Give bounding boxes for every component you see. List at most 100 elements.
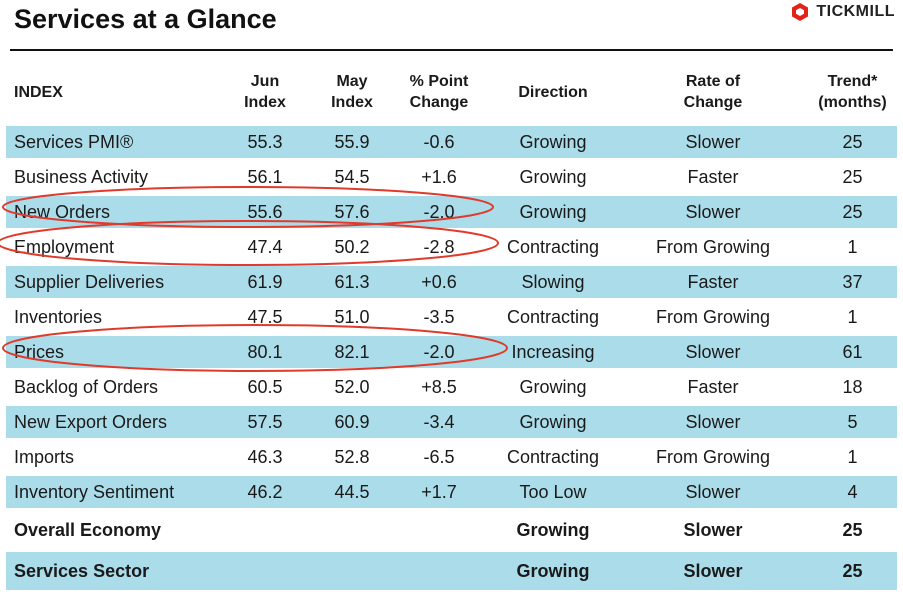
cell-jun: 61.9 (216, 266, 314, 298)
cell-may: 44.5 (314, 476, 390, 508)
cell-trend: 4 (808, 476, 897, 508)
table-row: Prices 80.1 82.1 -2.0 Increasing Slower 61 (6, 336, 897, 368)
cell-jun: 55.3 (216, 126, 314, 158)
cell-rate: Slower (618, 552, 808, 590)
cell-index: Services PMI® (6, 126, 216, 158)
cell-trend: 5 (808, 406, 897, 438)
cell-trend: 37 (808, 266, 897, 298)
cell-index: Inventories (14, 306, 103, 327)
cell-change (390, 552, 488, 590)
cell-jun: 46.2 (216, 476, 314, 508)
cell-change: -2.8 (423, 236, 455, 257)
page-title: Services at a Glance (14, 4, 277, 34)
cell-trend: 25 (808, 196, 897, 228)
cell-rate: Slower (618, 126, 808, 158)
cell-rate: Slower (618, 476, 808, 508)
cell-may: 52.8 (334, 446, 370, 467)
cell-rate: Faster (618, 266, 808, 298)
cell-direction: Contracting (506, 236, 600, 257)
cell-may: 54.5 (334, 166, 370, 187)
brand-logo: TICKMILL (790, 2, 895, 22)
cell-may: 60.9 (314, 406, 390, 438)
cell-index: New Export Orders (6, 406, 216, 438)
cell-change (390, 511, 488, 549)
cell-trend: 25 (842, 166, 863, 187)
cell-jun: 56.1 (247, 166, 283, 187)
cell-direction: Growing (519, 166, 587, 187)
cell-jun: 60.5 (247, 376, 283, 397)
cell-change: +0.6 (390, 266, 488, 298)
services-table: INDEX Jun Index May Index % Point Change Di… (6, 62, 897, 593)
cell-trend: 18 (842, 376, 863, 397)
cell-rate: Slower (618, 196, 808, 228)
table-row: New Export Orders 57.5 60.9 -3.4 Growing Slow… (6, 406, 897, 438)
cell-may (314, 552, 390, 590)
cell-may: 50.2 (334, 236, 370, 257)
cell-may: 61.3 (314, 266, 390, 298)
cell-jun (216, 552, 314, 590)
cell-index: Inventory Sentiment (6, 476, 216, 508)
cell-direction: Slowing (488, 266, 618, 298)
cell-index: Backlog of Orders (14, 376, 159, 397)
cell-change: -2.0 (390, 336, 488, 368)
cell-trend: 1 (847, 446, 858, 467)
col-header-trend: Trend* (months) (818, 73, 887, 111)
cell-direction: Growing (519, 376, 587, 397)
header-row: INDEX Jun Index May Index % Point Change Di… (6, 65, 897, 123)
cell-direction: Too Low (488, 476, 618, 508)
cell-direction: Growing (488, 196, 618, 228)
cell-direction: Contracting (506, 306, 600, 327)
cell-change: -0.6 (390, 126, 488, 158)
cell-may: 57.6 (314, 196, 390, 228)
cell-may: 52.0 (334, 376, 370, 397)
cell-jun: 55.6 (216, 196, 314, 228)
col-header-jun: Jun Index (244, 73, 286, 111)
cell-rate: Faster (687, 166, 739, 187)
title-rule (10, 49, 893, 51)
table-row: Inventory Sentiment 46.2 44.5 +1.7 Too Low Sl… (6, 476, 897, 508)
cell-jun (216, 511, 314, 549)
cell-trend: 25 (808, 552, 897, 590)
table-row: Business Activity 56.1 54.5 +1.6 Growing Fast… (6, 161, 897, 193)
tickmill-logo-icon (792, 3, 809, 21)
cell-direction: Growing (488, 552, 618, 590)
cell-may (314, 511, 390, 549)
cell-change: +8.5 (421, 376, 457, 397)
cell-rate: Slower (618, 336, 808, 368)
summary-row: Overall Economy Growing Slower 25 (6, 511, 897, 549)
cell-index: Business Activity (14, 166, 149, 187)
cell-direction: Increasing (488, 336, 618, 368)
cell-change: -3.4 (390, 406, 488, 438)
table-row: Imports 46.3 52.8 -6.5 Contracting From Growi… (6, 441, 897, 473)
cell-rate: Faster (687, 376, 739, 397)
cell-trend: 1 (847, 236, 858, 257)
cell-trend: 61 (808, 336, 897, 368)
cell-trend: 25 (808, 126, 897, 158)
col-header-may: May Index (331, 73, 373, 111)
col-header-rate: Rate of Change (683, 73, 743, 111)
table-row: Inventories 47.5 51.0 -3.5 Contracting From G… (6, 301, 897, 333)
cell-direction: Growing (488, 126, 618, 158)
cell-index: Imports (14, 446, 75, 467)
cell-trend: 1 (847, 306, 858, 327)
table-row: Employment 47.4 50.2 -2.8 Contracting From Gr… (6, 231, 897, 263)
cell-rate: From Growing (655, 306, 771, 327)
col-header-direction: Direction (518, 83, 588, 101)
cell-index: Supplier Deliveries (6, 266, 216, 298)
cell-index: Overall Economy (14, 519, 162, 540)
cell-index: Prices (6, 336, 216, 368)
cell-change: +1.6 (421, 166, 457, 187)
brand-name: TICKMILL (816, 3, 895, 20)
cell-trend: 25 (842, 519, 863, 540)
col-header-change: % Point Change (409, 73, 469, 111)
cell-index: Employment (14, 236, 115, 257)
col-header-index: INDEX (14, 83, 63, 101)
table-row: Supplier Deliveries 61.9 61.3 +0.6 Slowing Fa… (6, 266, 897, 298)
cell-jun: 47.4 (247, 236, 283, 257)
cell-may: 55.9 (314, 126, 390, 158)
cell-change: -2.0 (390, 196, 488, 228)
cell-may: 82.1 (314, 336, 390, 368)
cell-may: 51.0 (334, 306, 370, 327)
cell-jun: 46.3 (247, 446, 283, 467)
table-row: New Orders 55.6 57.6 -2.0 Growing Slower 25 (6, 196, 897, 228)
